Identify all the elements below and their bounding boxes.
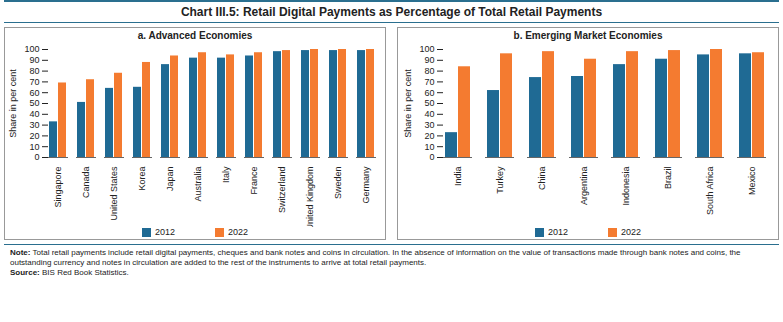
- svg-text:Indonesia: Indonesia: [621, 167, 631, 206]
- html-text:b. Emerging Market Economies: b. Emerging Market Economies: [513, 30, 663, 41]
- html-text:Source: BIS Red Book Statistic: Source: BIS Red Book Statistics.: [10, 268, 129, 278]
- html-text:Note: Total retail payments in: Note: Total retail payments include reta…: [10, 248, 741, 268]
- svg-text:0: 0: [429, 152, 434, 162]
- html-text:Chart III.5: Retail Digital Pa: Chart III.5: Retail Digital Payments as …: [180, 5, 603, 19]
- svg-text:Share in per cent: Share in per cent: [8, 69, 18, 138]
- svg-text:Japan: Japan: [165, 167, 175, 192]
- svg-text:100: 100: [24, 44, 39, 54]
- svg-text:60: 60: [29, 88, 39, 98]
- svg-text:40: 40: [424, 109, 434, 119]
- svg-text:Germany: Germany: [361, 166, 371, 204]
- svg-text:10: 10: [424, 142, 434, 152]
- svg-text:0: 0: [34, 152, 39, 162]
- svg-text:Canada: Canada: [81, 167, 91, 199]
- svg-text:Italy: Italy: [221, 166, 231, 183]
- svg-text:Switzerland: Switzerland: [277, 167, 287, 214]
- svg-text:60: 60: [424, 88, 434, 98]
- html-text:2012: 2012: [155, 227, 175, 237]
- svg-text:United States: United States: [109, 166, 119, 221]
- svg-text:70: 70: [29, 77, 39, 87]
- html-text:2012: 2012: [548, 227, 568, 237]
- svg-text:30: 30: [29, 120, 39, 130]
- svg-text:50: 50: [424, 98, 434, 108]
- svg-text:Brazil: Brazil: [663, 167, 673, 190]
- svg-text:20: 20: [29, 131, 39, 141]
- svg-text:30: 30: [424, 120, 434, 130]
- html-text:a. Advanced Economies: a. Advanced Economies: [137, 30, 253, 41]
- html-text:2022: 2022: [228, 227, 248, 237]
- svg-text:India: India: [453, 167, 463, 187]
- html-text:2022: 2022: [621, 227, 641, 237]
- svg-text:Argentina: Argentina: [579, 167, 589, 206]
- svg-text:40: 40: [29, 109, 39, 119]
- svg-text:Mexico: Mexico: [747, 167, 757, 196]
- svg-text:South Africa: South Africa: [705, 167, 715, 216]
- svg-text:Turkey: Turkey: [495, 166, 505, 194]
- svg-text:Share in per cent: Share in per cent: [403, 69, 413, 138]
- svg-text:70: 70: [424, 77, 434, 87]
- svg-text:90: 90: [424, 55, 434, 65]
- svg-text:90: 90: [29, 55, 39, 65]
- svg-text:Australia: Australia: [193, 167, 203, 202]
- svg-text:Korea: Korea: [137, 167, 147, 191]
- svg-text:China: China: [537, 167, 547, 191]
- svg-text:Sweden: Sweden: [333, 167, 343, 200]
- svg-text:100: 100: [419, 44, 434, 54]
- svg-text:80: 80: [424, 66, 434, 76]
- svg-text:United Kingdom: United Kingdom: [305, 167, 315, 228]
- svg-text:10: 10: [29, 142, 39, 152]
- svg-text:Singapore: Singapore: [53, 167, 63, 208]
- svg-text:80: 80: [29, 66, 39, 76]
- svg-text:France: France: [249, 167, 259, 195]
- svg-text:50: 50: [29, 98, 39, 108]
- svg-text:20: 20: [424, 131, 434, 141]
